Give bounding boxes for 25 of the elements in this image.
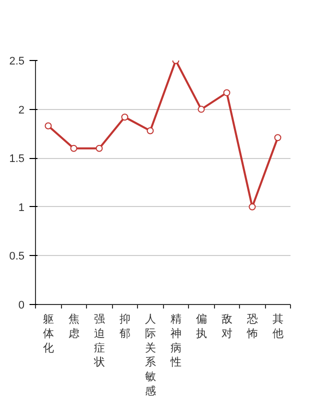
y-tick-label: 1.5 [9, 153, 25, 166]
x-tick-label: 躯体化 [42, 314, 54, 354]
point [96, 144, 103, 152]
point [248, 203, 256, 210]
x-tick-label: 偏执 [196, 314, 207, 340]
x-tick-label: 恐怖 [246, 314, 258, 340]
point [198, 106, 205, 113]
y-tick-label: 0.5 [9, 250, 25, 263]
x-tick-label: 精神病性 [169, 314, 182, 369]
y-tick-label: 2.5 [9, 56, 25, 68]
x-tick-label: 强迫症状 [92, 314, 105, 369]
x-tick-label: 人际关系敏感 [144, 314, 156, 398]
point [146, 127, 154, 134]
x-tick-label: 焦虑 [68, 314, 80, 340]
x-tick-label: 其他 [272, 312, 284, 340]
x-tick-label: 抑郁 [119, 314, 130, 340]
y-tick-label: 0 [18, 300, 25, 312]
point [44, 122, 52, 130]
point [70, 144, 78, 152]
y-tick-label: 1 [18, 202, 25, 214]
x-tick-label: 敌对 [221, 314, 232, 340]
point [121, 114, 128, 121]
y-tick-label: 2 [18, 104, 25, 116]
point [274, 134, 282, 142]
point [223, 89, 230, 96]
